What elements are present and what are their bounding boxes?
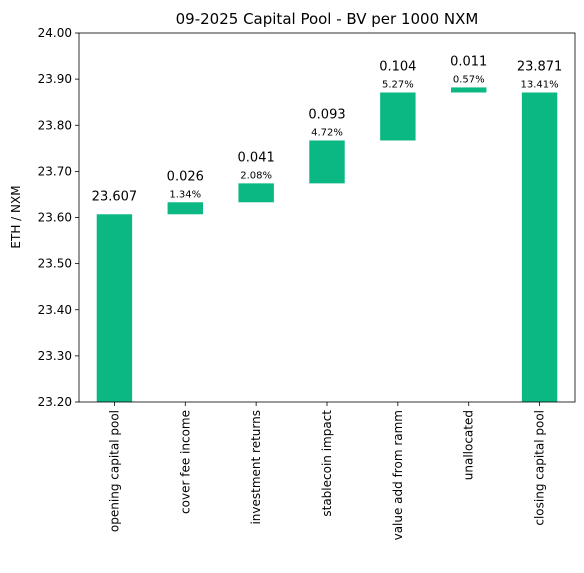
value-label-5: 0.104 (379, 60, 416, 75)
value-label-3: 0.041 (238, 150, 275, 165)
x-tick-label-1: opening capital pool (107, 410, 121, 532)
percent-label-2: 1.34% (169, 189, 201, 200)
y-tick-label-8: 23.90 (38, 72, 72, 86)
x-tick-label-2: cover fee income (178, 410, 192, 514)
y-tick-label-5: 23.60 (38, 211, 72, 225)
bar-2 (167, 202, 203, 215)
y-tick-label-3: 23.40 (38, 303, 72, 317)
bar-6 (451, 87, 487, 93)
y-axis-label: ETH / NXM (9, 185, 23, 248)
bar-3 (238, 183, 274, 203)
percent-label-5: 5.27% (382, 80, 414, 91)
bar-7 (521, 92, 558, 402)
y-tick-label-9: 24.00 (38, 26, 72, 40)
x-tick-label-3: investment returns (249, 410, 263, 525)
x-tick-label-5: value add from ramm (391, 410, 405, 540)
value-label-6: 0.011 (450, 54, 487, 69)
y-tick-label-4: 23.50 (38, 257, 72, 271)
percent-label-4: 4.72% (311, 127, 343, 138)
chart-title: 09-2025 Capital Pool - BV per 1000 NXM (176, 10, 479, 28)
value-label-7: 23.871 (517, 60, 563, 75)
value-label-4: 0.093 (308, 107, 345, 122)
percent-label-6: 0.57% (453, 74, 485, 85)
bar-4 (309, 140, 345, 184)
y-tick-label-7: 23.80 (38, 118, 72, 132)
y-tick-label-6: 23.70 (38, 164, 72, 178)
bar-5 (380, 92, 416, 141)
value-label-1: 23.607 (92, 189, 138, 204)
plot-frame (78, 32, 576, 403)
percent-label-7: 13.41% (521, 80, 559, 91)
x-tick-label-7: closing capital pool (533, 410, 547, 526)
y-tick-label-2: 23.30 (38, 349, 72, 363)
x-tick-label-4: stablecoin impact (320, 410, 334, 517)
x-tick-label-6: unallocated (462, 410, 476, 480)
y-tick-label-1: 23.20 (38, 395, 72, 409)
percent-label-3: 2.08% (240, 170, 272, 181)
value-label-2: 0.026 (167, 169, 204, 184)
bar-1 (96, 214, 133, 402)
